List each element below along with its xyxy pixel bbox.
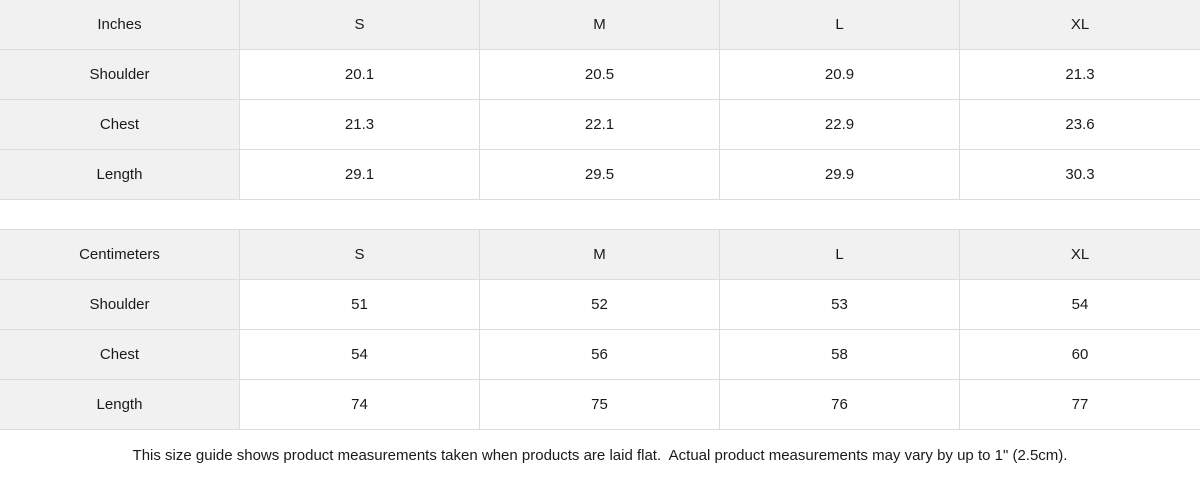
row-label-cell: Shoulder xyxy=(0,280,240,329)
value-cell: 29.9 xyxy=(720,150,960,199)
size-header-cell-l: L xyxy=(720,230,960,279)
value-cell: 75 xyxy=(480,380,720,429)
inches-table: Inches S M L XL Shoulder 20.1 20.5 20.9 … xyxy=(0,0,1200,200)
size-guide-footnote: This size guide shows product measuremen… xyxy=(0,430,1200,480)
value-cell: 23.6 xyxy=(960,100,1200,149)
inches-header-row: Inches S M L XL xyxy=(0,0,1200,50)
row-label-cell: Chest xyxy=(0,330,240,379)
size-header-cell-s: S xyxy=(240,0,480,49)
value-cell: 56 xyxy=(480,330,720,379)
value-cell: 54 xyxy=(960,280,1200,329)
value-cell: 60 xyxy=(960,330,1200,379)
value-cell: 54 xyxy=(240,330,480,379)
value-cell: 20.1 xyxy=(240,50,480,99)
value-cell: 20.5 xyxy=(480,50,720,99)
unit-header-cell: Inches xyxy=(0,0,240,49)
value-cell: 29.1 xyxy=(240,150,480,199)
value-cell: 52 xyxy=(480,280,720,329)
size-header-cell-l: L xyxy=(720,0,960,49)
centimeters-row-shoulder: Shoulder 51 52 53 54 xyxy=(0,280,1200,330)
value-cell: 53 xyxy=(720,280,960,329)
size-header-cell-s: S xyxy=(240,230,480,279)
centimeters-row-chest: Chest 54 56 58 60 xyxy=(0,330,1200,380)
value-cell: 21.3 xyxy=(240,100,480,149)
inches-row-shoulder: Shoulder 20.1 20.5 20.9 21.3 xyxy=(0,50,1200,100)
value-cell: 21.3 xyxy=(960,50,1200,99)
row-label-cell: Chest xyxy=(0,100,240,149)
size-header-cell-m: M xyxy=(480,0,720,49)
centimeters-row-length: Length 74 75 76 77 xyxy=(0,380,1200,430)
inches-row-length: Length 29.1 29.5 29.9 30.3 xyxy=(0,150,1200,200)
size-header-cell-xl: XL xyxy=(960,0,1200,49)
row-label-cell: Shoulder xyxy=(0,50,240,99)
table-spacer xyxy=(0,200,1200,229)
inches-row-chest: Chest 21.3 22.1 22.9 23.6 xyxy=(0,100,1200,150)
row-label-cell: Length xyxy=(0,150,240,199)
value-cell: 30.3 xyxy=(960,150,1200,199)
value-cell: 76 xyxy=(720,380,960,429)
centimeters-table: Centimeters S M L XL Shoulder 51 52 53 5… xyxy=(0,229,1200,430)
value-cell: 29.5 xyxy=(480,150,720,199)
value-cell: 77 xyxy=(960,380,1200,429)
size-header-cell-xl: XL xyxy=(960,230,1200,279)
row-label-cell: Length xyxy=(0,380,240,429)
value-cell: 74 xyxy=(240,380,480,429)
value-cell: 51 xyxy=(240,280,480,329)
value-cell: 58 xyxy=(720,330,960,379)
value-cell: 20.9 xyxy=(720,50,960,99)
value-cell: 22.1 xyxy=(480,100,720,149)
size-header-cell-m: M xyxy=(480,230,720,279)
unit-header-cell: Centimeters xyxy=(0,230,240,279)
centimeters-header-row: Centimeters S M L XL xyxy=(0,230,1200,280)
value-cell: 22.9 xyxy=(720,100,960,149)
